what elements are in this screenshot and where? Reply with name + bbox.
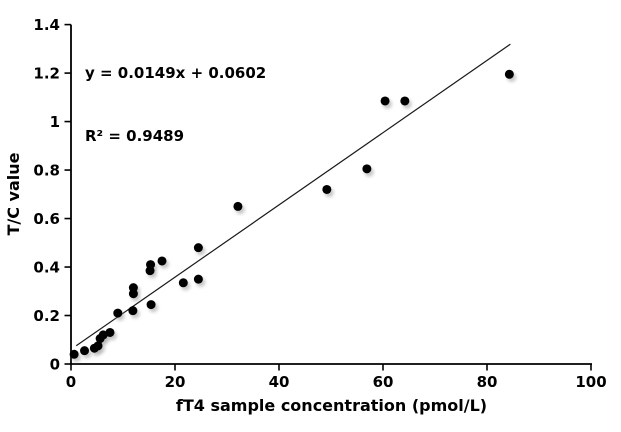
x-axis-title: fT4 sample concentration (pmol/L) — [175, 396, 488, 415]
y-axis-title: T/C value — [4, 152, 23, 236]
data-point — [80, 346, 90, 356]
data-point — [380, 96, 390, 106]
data-point — [113, 308, 123, 318]
r-squared-value: R² = 0.9489 — [85, 127, 185, 145]
data-point — [193, 243, 203, 253]
x-tick-label: 80 — [477, 373, 498, 391]
y-tick-label: 0.8 — [33, 162, 60, 180]
data-point — [362, 164, 372, 174]
data-point — [322, 184, 332, 194]
data-point — [178, 278, 188, 288]
x-tick-label: 20 — [165, 373, 186, 391]
trendline-equation: y = 0.0149x + 0.0602 — [85, 64, 267, 82]
data-point — [400, 96, 410, 106]
y-tick-label: 0.4 — [33, 259, 60, 277]
x-tick-label: 0 — [66, 373, 76, 391]
y-tick-label: 0 — [50, 356, 60, 374]
x-tick-label: 40 — [269, 373, 290, 391]
data-point — [157, 256, 167, 266]
y-tick-label: 1.4 — [33, 16, 60, 34]
trendline-annotation: y = 0.0149x + 0.0602 R² = 0.9489 — [85, 21, 266, 189]
y-tick-label: 0.2 — [33, 307, 60, 325]
data-point — [128, 283, 138, 293]
x-tick-label: 100 — [575, 373, 606, 391]
data-point — [128, 306, 138, 316]
y-tick-label: 0.6 — [33, 210, 60, 228]
trend-line — [75, 43, 511, 347]
data-point — [146, 300, 156, 310]
data-point — [233, 201, 243, 211]
data-point — [504, 69, 514, 79]
data-point — [98, 330, 108, 340]
data-point — [193, 274, 203, 284]
data-point — [105, 327, 115, 337]
y-tick-label: 1.2 — [33, 65, 60, 83]
y-tick-label: 1 — [50, 113, 60, 131]
x-tick-label: 60 — [373, 373, 394, 391]
data-point — [93, 341, 103, 351]
data-point — [69, 349, 79, 359]
data-point — [146, 260, 156, 270]
